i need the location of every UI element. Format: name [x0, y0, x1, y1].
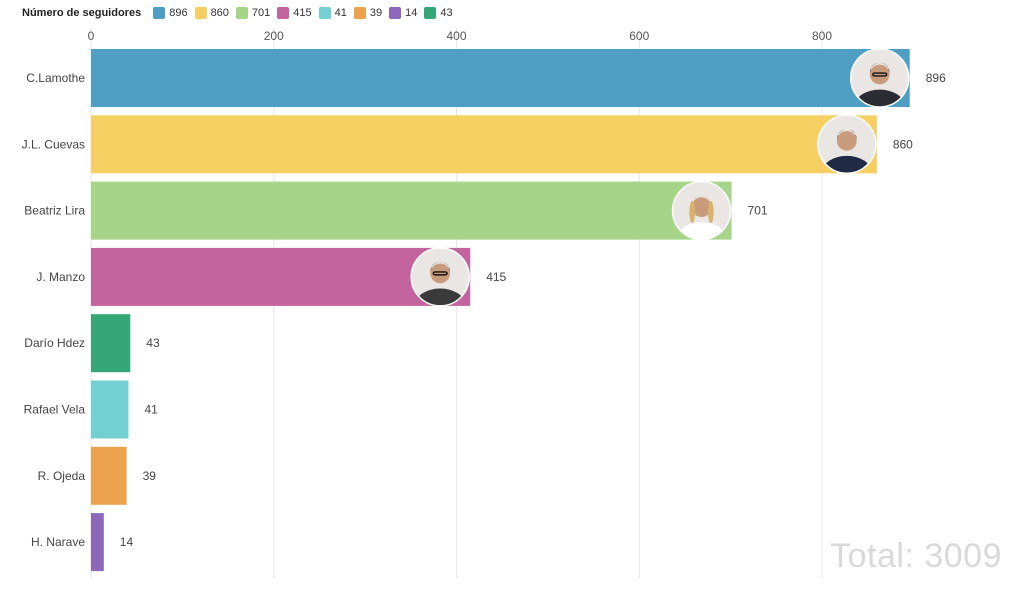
legend-swatch: [194, 7, 207, 19]
avatar-head: [430, 263, 451, 284]
x-tick-label: 0: [88, 29, 95, 43]
value-label: 43: [146, 336, 160, 350]
value-label: 415: [486, 270, 506, 284]
x-tick-label: 200: [264, 29, 284, 43]
avatar-body: [415, 288, 465, 306]
legend-label: 43: [440, 7, 453, 19]
avatar-ring: [671, 180, 732, 241]
legend-swatch: [353, 7, 366, 19]
legend-swatch: [277, 7, 290, 19]
legend-swatch: [389, 7, 402, 19]
avatar-photo: [850, 49, 909, 107]
legend-item: 39: [353, 7, 383, 19]
avatar-head: [836, 130, 857, 151]
avatar-photo: [411, 247, 470, 306]
bar-row: Rafael Vela 41: [24, 380, 158, 439]
avatar-ring: [849, 48, 910, 108]
legend-label: 41: [334, 7, 347, 19]
category-label: Darío Hdez: [24, 336, 85, 350]
avatar-head: [869, 64, 890, 85]
bar-row: Beatriz Lira 701: [24, 180, 768, 241]
bar-row: J.L. Cuevas 860: [22, 114, 913, 175]
legend-swatch: [424, 7, 437, 19]
legend-label: 415: [293, 7, 312, 19]
avatar-hair-side: [707, 201, 714, 224]
category-label: Rafael Vela: [24, 403, 86, 417]
value-label: 896: [926, 71, 946, 85]
value-label: 860: [893, 137, 913, 151]
chart-legend: Número de seguidores 896 860 701 415 41 39 14 4…: [22, 6, 460, 20]
legend-item: 896: [153, 7, 188, 19]
legend-swatch: [235, 7, 248, 19]
avatar-head: [691, 197, 712, 217]
legend-label: 701: [251, 7, 271, 19]
bar: [91, 181, 732, 240]
x-tick-label: 800: [812, 29, 832, 43]
avatar-glasses: [432, 271, 448, 276]
legend-item: 43: [424, 7, 453, 19]
bar-row: C.Lamothe 896: [26, 48, 946, 108]
legend-label: 860: [210, 7, 229, 19]
legend-swatch: [153, 7, 166, 19]
bar-row: J. Manzo 415: [36, 247, 507, 307]
bar: [91, 314, 131, 373]
legend-swatch: [318, 7, 331, 19]
bar: [91, 380, 129, 439]
bar: [91, 115, 877, 174]
avatar-body: [822, 155, 872, 174]
avatar-body: [855, 89, 905, 107]
avatar-glasses: [872, 72, 888, 77]
legend-item: 860: [194, 7, 229, 19]
avatar-hair-side: [689, 201, 696, 224]
bar-row: R. Ojeda 39: [38, 446, 157, 505]
total-label: Total: 3009: [830, 537, 1002, 575]
legend-label: 39: [369, 7, 383, 19]
legend-item: 415: [277, 7, 312, 19]
legend-label: 14: [405, 7, 418, 19]
x-tick-label: 600: [629, 29, 649, 43]
avatar-ring: [817, 114, 877, 175]
avatar-photo: [672, 181, 731, 240]
value-label: 701: [748, 204, 768, 218]
category-label: H. Narave: [31, 535, 85, 549]
category-label: J. Manzo: [36, 270, 85, 284]
legend-item: 41: [318, 7, 347, 19]
category-label: Beatriz Lira: [24, 204, 85, 218]
value-label: 14: [120, 535, 134, 549]
bar-row: Darío Hdez 43: [24, 314, 160, 373]
category-label: J.L. Cuevas: [22, 137, 85, 151]
legend-item: 701: [235, 7, 271, 19]
legend-item: 14: [389, 7, 417, 19]
avatar-ring: [410, 247, 470, 307]
bar: [91, 446, 127, 505]
bar-row: H. Narave 14: [31, 513, 134, 572]
avatar-body: [676, 222, 727, 240]
legend-title: Número de seguidores: [22, 7, 142, 19]
legend-label: 896: [169, 7, 188, 19]
value-label: 41: [144, 403, 158, 417]
x-tick-label: 400: [446, 29, 466, 43]
value-label: 39: [143, 469, 157, 483]
bar: [91, 247, 471, 306]
category-label: R. Ojeda: [38, 469, 86, 483]
bar: [91, 513, 104, 572]
bar: [91, 49, 910, 107]
avatar-photo: [817, 115, 876, 174]
category-label: C.Lamothe: [26, 71, 85, 85]
